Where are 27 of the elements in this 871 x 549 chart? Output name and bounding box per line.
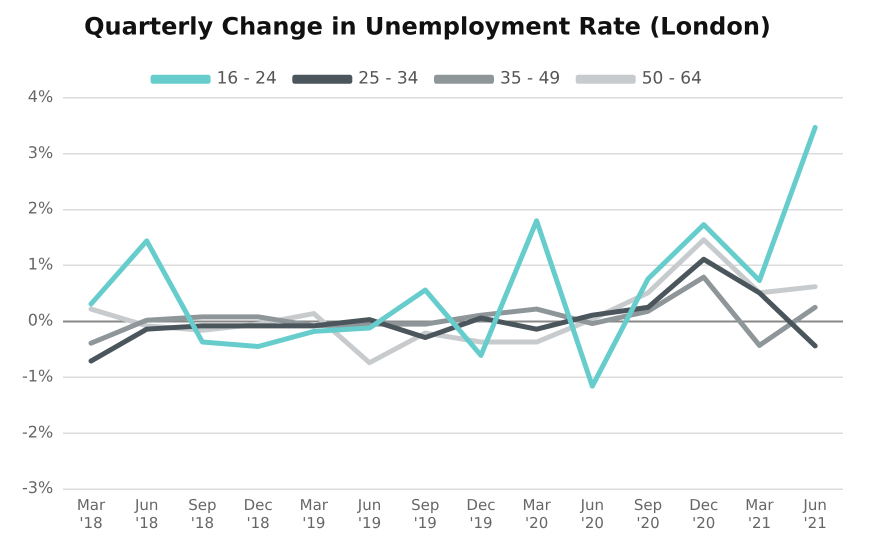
x-tick-label: Mar '20 <box>522 496 552 532</box>
legend-label: 35 - 49 <box>500 68 560 89</box>
y-tick-label: -3% <box>22 478 54 498</box>
x-tick-label: Mar '21 <box>745 496 774 532</box>
y-tick-label: -2% <box>22 422 54 442</box>
x-tick-label: Jun '18 <box>134 496 158 532</box>
x-tick-label: Sep '19 <box>411 496 440 532</box>
x-tick-label: Dec '19 <box>466 496 496 532</box>
y-tick-label: 4% <box>28 86 54 106</box>
x-tick-label: Jun '19 <box>356 496 382 532</box>
x-tick-label: Jun '20 <box>580 496 604 532</box>
x-tick-label: Mar '19 <box>300 496 329 532</box>
x-tick-label: Mar '18 <box>76 496 106 532</box>
y-tick-label: 1% <box>28 254 54 274</box>
y-tick-label: -1% <box>22 366 54 386</box>
x-tick-label: Sep '20 <box>634 496 662 532</box>
chart-title: Quarterly Change in Unemployment Rate (London) <box>84 12 771 41</box>
y-tick-label: 0% <box>28 310 54 330</box>
y-tick-label: 2% <box>28 198 54 218</box>
y-tick-label: 3% <box>28 142 54 162</box>
x-tick-label: Dec '20 <box>689 496 718 532</box>
legend-label: 25 - 34 <box>358 68 419 89</box>
x-tick-label: Dec '18 <box>244 496 273 532</box>
x-tick-label: Sep '18 <box>188 496 217 532</box>
legend-label: 16 - 24 <box>216 68 277 89</box>
x-tick-label: Jun '21 <box>802 496 827 532</box>
legend-label: 50 - 64 <box>642 68 702 89</box>
